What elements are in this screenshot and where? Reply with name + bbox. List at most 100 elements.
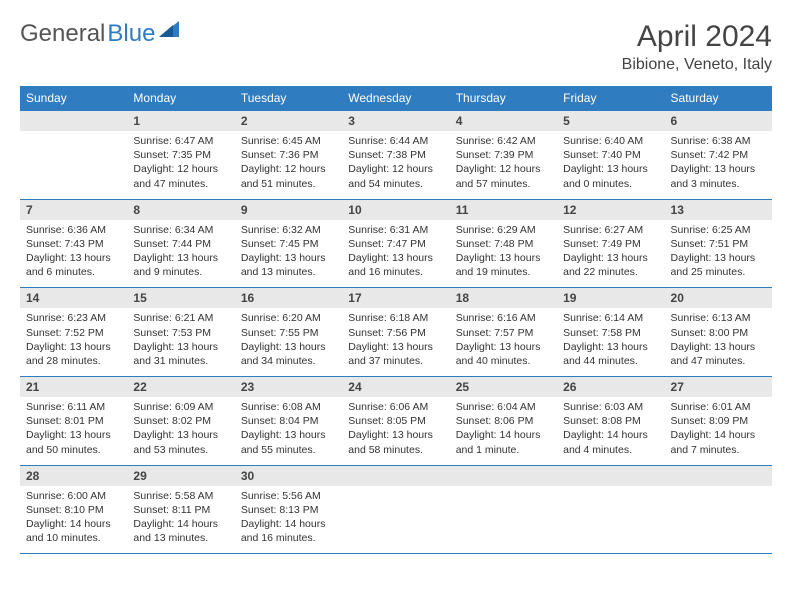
detail-line: Daylight: 13 hours <box>241 251 336 265</box>
day-details: Sunrise: 6:38 AMSunset: 7:42 PMDaylight:… <box>665 131 772 199</box>
day-cell <box>20 111 127 200</box>
detail-line: Sunrise: 6:27 AM <box>563 223 658 237</box>
detail-line: Daylight: 14 hours <box>456 428 551 442</box>
day-details: Sunrise: 6:45 AMSunset: 7:36 PMDaylight:… <box>235 131 342 199</box>
detail-line: Daylight: 13 hours <box>456 251 551 265</box>
detail-line: Sunrise: 6:34 AM <box>133 223 228 237</box>
location-text: Bibione, Veneto, Italy <box>622 56 772 74</box>
day-details: Sunrise: 6:32 AMSunset: 7:45 PMDaylight:… <box>235 220 342 288</box>
day-details: Sunrise: 6:18 AMSunset: 7:56 PMDaylight:… <box>342 308 449 376</box>
detail-line: Sunrise: 6:31 AM <box>348 223 443 237</box>
day-details: Sunrise: 6:03 AMSunset: 8:08 PMDaylight:… <box>557 397 664 465</box>
day-details: Sunrise: 6:27 AMSunset: 7:49 PMDaylight:… <box>557 220 664 288</box>
week-row: 21Sunrise: 6:11 AMSunset: 8:01 PMDayligh… <box>20 377 772 466</box>
detail-line: and 51 minutes. <box>241 177 336 191</box>
detail-line: Sunset: 8:05 PM <box>348 414 443 428</box>
day-cell <box>557 465 664 554</box>
detail-line: and 57 minutes. <box>456 177 551 191</box>
detail-line: Sunset: 8:04 PM <box>241 414 336 428</box>
logo-text-general: General <box>20 20 105 48</box>
day-details: Sunrise: 6:06 AMSunset: 8:05 PMDaylight:… <box>342 397 449 465</box>
detail-line: Sunset: 8:06 PM <box>456 414 551 428</box>
day-cell: 5Sunrise: 6:40 AMSunset: 7:40 PMDaylight… <box>557 111 664 200</box>
day-details: Sunrise: 6:44 AMSunset: 7:38 PMDaylight:… <box>342 131 449 199</box>
day-details: Sunrise: 6:01 AMSunset: 8:09 PMDaylight:… <box>665 397 772 465</box>
day-details: Sunrise: 6:21 AMSunset: 7:53 PMDaylight:… <box>127 308 234 376</box>
day-number: 29 <box>127 466 234 486</box>
detail-line: and 7 minutes. <box>671 443 766 457</box>
detail-line: Sunrise: 6:09 AM <box>133 400 228 414</box>
detail-line: Sunset: 8:08 PM <box>563 414 658 428</box>
detail-line: Sunset: 7:55 PM <box>241 326 336 340</box>
day-number: 24 <box>342 377 449 397</box>
logo-triangle-icon <box>159 21 179 37</box>
day-number: 30 <box>235 466 342 486</box>
day-number: 20 <box>665 288 772 308</box>
day-cell: 12Sunrise: 6:27 AMSunset: 7:49 PMDayligh… <box>557 199 664 288</box>
detail-line: Daylight: 13 hours <box>563 251 658 265</box>
detail-line: Sunrise: 6:23 AM <box>26 311 121 325</box>
detail-line: Sunrise: 5:58 AM <box>133 489 228 503</box>
calendar-page: General Blue April 2024 Bibione, Veneto,… <box>0 0 792 554</box>
detail-line: Daylight: 13 hours <box>133 428 228 442</box>
day-cell: 26Sunrise: 6:03 AMSunset: 8:08 PMDayligh… <box>557 377 664 466</box>
day-details: Sunrise: 6:40 AMSunset: 7:40 PMDaylight:… <box>557 131 664 199</box>
day-number: 4 <box>450 111 557 131</box>
detail-line: Sunset: 7:56 PM <box>348 326 443 340</box>
day-cell: 1Sunrise: 6:47 AMSunset: 7:35 PMDaylight… <box>127 111 234 200</box>
detail-line: Sunrise: 6:16 AM <box>456 311 551 325</box>
detail-line: Daylight: 13 hours <box>241 340 336 354</box>
day-number: 10 <box>342 200 449 220</box>
day-details: Sunrise: 6:14 AMSunset: 7:58 PMDaylight:… <box>557 308 664 376</box>
day-cell: 3Sunrise: 6:44 AMSunset: 7:38 PMDaylight… <box>342 111 449 200</box>
detail-line: Sunset: 7:45 PM <box>241 237 336 251</box>
detail-line: and 10 minutes. <box>26 531 121 545</box>
detail-line: Sunset: 7:35 PM <box>133 148 228 162</box>
day-cell: 8Sunrise: 6:34 AMSunset: 7:44 PMDaylight… <box>127 199 234 288</box>
detail-line: Sunset: 8:10 PM <box>26 503 121 517</box>
day-cell: 15Sunrise: 6:21 AMSunset: 7:53 PMDayligh… <box>127 288 234 377</box>
detail-line: Sunrise: 6:04 AM <box>456 400 551 414</box>
day-number: 3 <box>342 111 449 131</box>
detail-line: and 16 minutes. <box>348 265 443 279</box>
detail-line: Sunrise: 6:08 AM <box>241 400 336 414</box>
detail-line: Daylight: 13 hours <box>563 340 658 354</box>
day-details: Sunrise: 6:31 AMSunset: 7:47 PMDaylight:… <box>342 220 449 288</box>
day-header-saturday: Saturday <box>665 86 772 111</box>
day-cell: 2Sunrise: 6:45 AMSunset: 7:36 PMDaylight… <box>235 111 342 200</box>
week-row: 1Sunrise: 6:47 AMSunset: 7:35 PMDaylight… <box>20 111 772 200</box>
detail-line: Sunset: 7:42 PM <box>671 148 766 162</box>
detail-line: Sunrise: 6:06 AM <box>348 400 443 414</box>
day-cell: 22Sunrise: 6:09 AMSunset: 8:02 PMDayligh… <box>127 377 234 466</box>
day-details: Sunrise: 6:47 AMSunset: 7:35 PMDaylight:… <box>127 131 234 199</box>
day-cell: 28Sunrise: 6:00 AMSunset: 8:10 PMDayligh… <box>20 465 127 554</box>
day-details: Sunrise: 6:42 AMSunset: 7:39 PMDaylight:… <box>450 131 557 199</box>
detail-line: Sunset: 7:58 PM <box>563 326 658 340</box>
day-number: 12 <box>557 200 664 220</box>
detail-line: Daylight: 13 hours <box>26 340 121 354</box>
detail-line: Sunset: 7:47 PM <box>348 237 443 251</box>
week-row: 28Sunrise: 6:00 AMSunset: 8:10 PMDayligh… <box>20 465 772 554</box>
detail-line: Sunset: 8:00 PM <box>671 326 766 340</box>
day-number: 9 <box>235 200 342 220</box>
day-cell: 29Sunrise: 5:58 AMSunset: 8:11 PMDayligh… <box>127 465 234 554</box>
detail-line: and 34 minutes. <box>241 354 336 368</box>
detail-line: and 0 minutes. <box>563 177 658 191</box>
detail-line: and 19 minutes. <box>456 265 551 279</box>
detail-line: Sunset: 8:02 PM <box>133 414 228 428</box>
day-details: Sunrise: 6:36 AMSunset: 7:43 PMDaylight:… <box>20 220 127 288</box>
detail-line: Daylight: 13 hours <box>348 428 443 442</box>
detail-line: Daylight: 14 hours <box>671 428 766 442</box>
detail-line: and 22 minutes. <box>563 265 658 279</box>
detail-line: and 6 minutes. <box>26 265 121 279</box>
day-number: 15 <box>127 288 234 308</box>
day-cell: 9Sunrise: 6:32 AMSunset: 7:45 PMDaylight… <box>235 199 342 288</box>
detail-line: Sunset: 7:48 PM <box>456 237 551 251</box>
detail-line: Daylight: 12 hours <box>456 162 551 176</box>
day-number: 28 <box>20 466 127 486</box>
detail-line: and 13 minutes. <box>133 531 228 545</box>
detail-line: Daylight: 14 hours <box>26 517 121 531</box>
day-header-tuesday: Tuesday <box>235 86 342 111</box>
detail-line: and 58 minutes. <box>348 443 443 457</box>
day-number: 5 <box>557 111 664 131</box>
